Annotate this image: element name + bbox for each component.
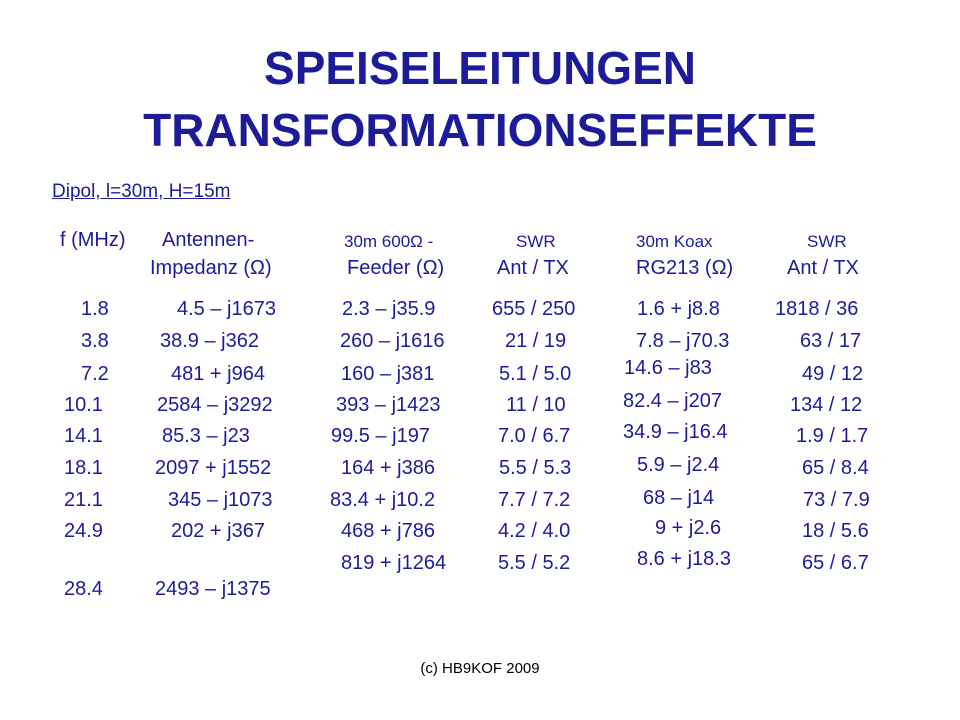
cell-swr1: 7.7 / 7.2: [498, 489, 571, 511]
cell-swr1: 5.5 / 5.2: [498, 552, 571, 574]
cell-coax: 14.6 – j83: [624, 357, 712, 379]
cell-feeder: 164 + j386: [341, 457, 435, 479]
cell-feeder: 99.5 – j197: [331, 425, 430, 447]
cell-f: 10.1: [64, 394, 103, 416]
header-swr1-line2: Ant / TX: [497, 257, 569, 279]
cell-f: 18.1: [64, 457, 103, 479]
header-coax-line2: RG213 (Ω): [636, 257, 734, 279]
footer-copyright: (c) HB9KOF 2009: [420, 660, 540, 677]
cell-f: 28.4: [64, 578, 103, 600]
cell-f: 24.9: [64, 520, 103, 542]
cell-feeder: 393 – j1423: [336, 394, 441, 416]
cell-swr2: 63 / 17: [800, 330, 862, 352]
cell-swr1: 5.5 / 5.3: [499, 457, 572, 479]
cell-antenna: 345 – j1073: [168, 489, 273, 511]
subtitle: Dipol, l=30m, H=15m: [52, 181, 231, 202]
cell-swr1: 5.1 / 5.0: [499, 363, 572, 385]
cell-feeder: 819 + j1264: [341, 552, 447, 574]
header-swr2-line1: SWR: [807, 232, 847, 251]
cell-antenna: 85.3 – j23: [162, 425, 250, 447]
cell-coax: 1.6 + j8.8: [637, 298, 720, 320]
cell-coax: 5.9 – j2.4: [637, 454, 720, 476]
cell-f: 3.8: [81, 330, 109, 352]
cell-coax: 9 + j2.6: [655, 517, 722, 539]
cell-coax: 7.8 – j70.3: [636, 330, 730, 352]
header-swr1-line1: SWR: [516, 232, 556, 251]
header-antenna-line1: Antennen-: [162, 229, 255, 251]
cell-swr1: 11 / 10: [506, 394, 566, 416]
cell-antenna: 4.5 – j1673: [177, 298, 276, 320]
header-feeder-line2: Feeder (Ω): [347, 257, 445, 279]
cell-f: 14.1: [64, 425, 103, 447]
cell-swr1: 21 / 19: [505, 330, 567, 352]
page-title-line2: TRANSFORMATIONSEFFEKTE: [143, 104, 817, 156]
cell-feeder: 2.3 – j35.9: [342, 298, 436, 320]
cell-swr2: 1.9 / 1.7: [796, 425, 869, 447]
cell-swr2: 65 / 6.7: [802, 552, 869, 574]
cell-antenna: 202 + j367: [171, 520, 265, 542]
cell-antenna: 481 + j964: [171, 363, 265, 385]
cell-antenna: 38.9 – j362: [160, 330, 259, 352]
cell-coax: 34.9 – j16.4: [623, 421, 728, 443]
header-coax-line1: 30m Koax: [636, 232, 713, 251]
cell-f: 21.1: [64, 489, 103, 511]
cell-f: 7.2: [81, 363, 109, 385]
cell-antenna: 2584 – j3292: [157, 394, 273, 416]
cell-swr1: 7.0 / 6.7: [498, 425, 571, 447]
header-swr2-line2: Ant / TX: [787, 257, 859, 279]
cell-swr1: 4.2 / 4.0: [498, 520, 571, 542]
cell-antenna: 2097 + j1552: [155, 457, 272, 479]
header-freq: f (MHz): [60, 229, 126, 251]
cell-coax: 82.4 – j207: [623, 390, 722, 412]
cell-coax: 8.6 + j18.3: [637, 548, 731, 570]
cell-swr2: 18 / 5.6: [802, 520, 869, 542]
cell-swr1: 655 / 250: [492, 298, 576, 320]
cell-swr2: 1818 / 36: [775, 298, 859, 320]
cell-swr2: 65 / 8.4: [802, 457, 869, 479]
cell-feeder: 468 + j786: [341, 520, 435, 542]
cell-feeder: 260 – j1616: [340, 330, 445, 352]
cell-swr2: 134 / 12: [790, 394, 863, 416]
cell-feeder: 160 – j381: [341, 363, 435, 385]
header-antenna-line2: Impedanz (Ω): [150, 257, 272, 279]
cell-f: 1.8: [81, 298, 109, 320]
cell-feeder: 83.4 + j10.2: [330, 489, 436, 511]
header-feeder-line1: 30m 600Ω -: [344, 232, 434, 251]
cell-swr2: 73 / 7.9: [803, 489, 870, 511]
cell-coax: 68 – j14: [643, 487, 715, 509]
cell-swr2: 49 / 12: [802, 363, 864, 385]
page-title-line1: SPEISELEITUNGEN: [264, 42, 696, 94]
cell-antenna: 2493 – j1375: [155, 578, 271, 600]
